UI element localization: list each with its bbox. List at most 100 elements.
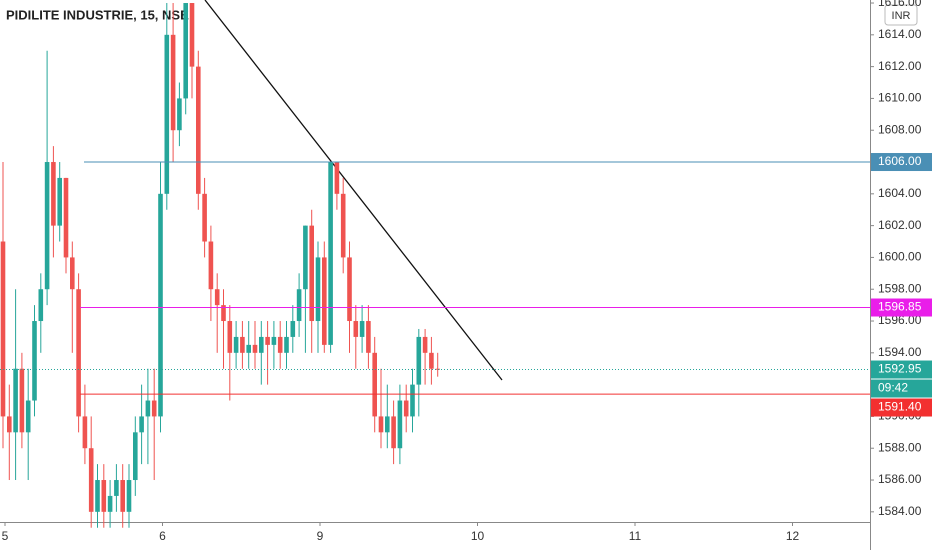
- candle-body: [19, 368, 25, 433]
- candle-body: [233, 336, 239, 353]
- y-tick-label: 1594.00: [878, 345, 922, 359]
- candle-body: [170, 34, 176, 131]
- candle-body: [25, 400, 31, 433]
- candle-body: [315, 257, 321, 322]
- candle-body: [385, 416, 390, 433]
- candle-body: [189, 3, 195, 67]
- candle-body: [347, 257, 352, 322]
- candle-body: [252, 344, 258, 353]
- candle-body: [422, 336, 428, 353]
- candle-body: [416, 336, 422, 385]
- candle-body: [290, 321, 296, 337]
- level-label: 1606.00: [878, 154, 922, 168]
- level-label-box: [871, 298, 932, 317]
- candle-body: [13, 368, 18, 433]
- candle-body: [271, 336, 277, 345]
- level-label: 1592.95: [878, 362, 922, 376]
- y-tick-label: 1602.00: [878, 218, 922, 232]
- candle-body: [259, 336, 264, 353]
- candle-body: [240, 336, 245, 353]
- countdown-box: [871, 379, 932, 398]
- candle-body: [429, 352, 434, 369]
- x-tick-label: 9: [317, 529, 324, 543]
- candle-body: [107, 495, 113, 512]
- candle-body: [359, 321, 365, 337]
- y-tick-label: 1600.00: [878, 250, 922, 264]
- candle-body: [76, 289, 81, 417]
- candle-body: [158, 193, 163, 417]
- candle-body: [435, 368, 440, 370]
- y-tick-label: 1612.00: [878, 59, 922, 73]
- candle-body: [114, 480, 119, 496]
- candle-body: [214, 289, 220, 306]
- currency-button[interactable]: [884, 4, 918, 26]
- candle-body: [303, 225, 308, 290]
- candle-body: [296, 289, 302, 322]
- candle-body: [246, 344, 251, 353]
- candle-body: [277, 336, 283, 353]
- candle-body: [334, 162, 340, 194]
- currency-label: INR: [892, 10, 911, 22]
- candle-body: [340, 193, 346, 258]
- candle-body: [391, 416, 396, 449]
- y-tick-label: 1616.00: [878, 0, 922, 9]
- candle-body: [366, 321, 371, 353]
- candle-body: [126, 480, 132, 512]
- candle-body: [70, 257, 75, 290]
- candle-body: [372, 352, 377, 417]
- candle-body: [7, 416, 12, 433]
- candle-body: [51, 162, 56, 226]
- candle-body: [88, 448, 94, 512]
- y-tick-label: 1596.00: [878, 313, 922, 327]
- level-label-box: [871, 398, 932, 417]
- candle-body: [309, 225, 314, 322]
- candle-body: [0, 241, 6, 417]
- x-tick-label: 6: [159, 529, 166, 543]
- candle-body: [177, 98, 182, 131]
- candle-body: [57, 177, 62, 226]
- candle-body: [95, 480, 100, 512]
- x-tick-label: 5: [2, 529, 9, 543]
- level-label-box: [871, 153, 932, 172]
- candle-body: [202, 193, 207, 242]
- countdown-label: 09:42: [878, 381, 908, 395]
- candle-body: [38, 289, 44, 322]
- candle-body: [208, 241, 214, 290]
- x-tick-label: 12: [786, 529, 800, 543]
- candle-body: [164, 34, 170, 194]
- candle-body: [221, 305, 226, 322]
- y-tick-label: 1586.00: [878, 472, 922, 486]
- candle-body: [196, 66, 201, 194]
- candle-body: [139, 416, 144, 433]
- y-tick-label: 1604.00: [878, 186, 922, 200]
- candle-body: [378, 416, 384, 433]
- candle-body: [397, 400, 403, 449]
- candle-body: [101, 480, 107, 512]
- candle-body: [32, 321, 37, 401]
- y-tick-label: 1610.00: [878, 91, 922, 105]
- candle-body: [403, 400, 409, 417]
- y-tick-label: 1584.00: [878, 504, 922, 518]
- candle-body: [44, 162, 50, 290]
- candle-body: [328, 162, 333, 345]
- level-label: 1591.40: [878, 400, 922, 414]
- candle-body: [227, 321, 233, 353]
- candle-body: [265, 336, 270, 345]
- candle-body: [322, 257, 327, 345]
- level-label: 1596.85: [878, 300, 922, 314]
- candle-body: [82, 416, 88, 449]
- candle-body: [145, 400, 151, 417]
- candle-body: [133, 432, 138, 481]
- candle-body: [63, 177, 69, 258]
- y-tick-label: 1598.00: [878, 281, 922, 295]
- chart-title: PIDILITE INDUSTRIE, 15, NSE: [6, 7, 189, 22]
- y-tick-label: 1614.00: [878, 27, 922, 41]
- trend-line: [204, 0, 503, 381]
- candle-body: [284, 336, 289, 353]
- y-tick-label: 1588.00: [878, 440, 922, 454]
- candle-body: [120, 480, 125, 512]
- candle-body: [410, 384, 415, 417]
- level-label-box: [871, 360, 932, 379]
